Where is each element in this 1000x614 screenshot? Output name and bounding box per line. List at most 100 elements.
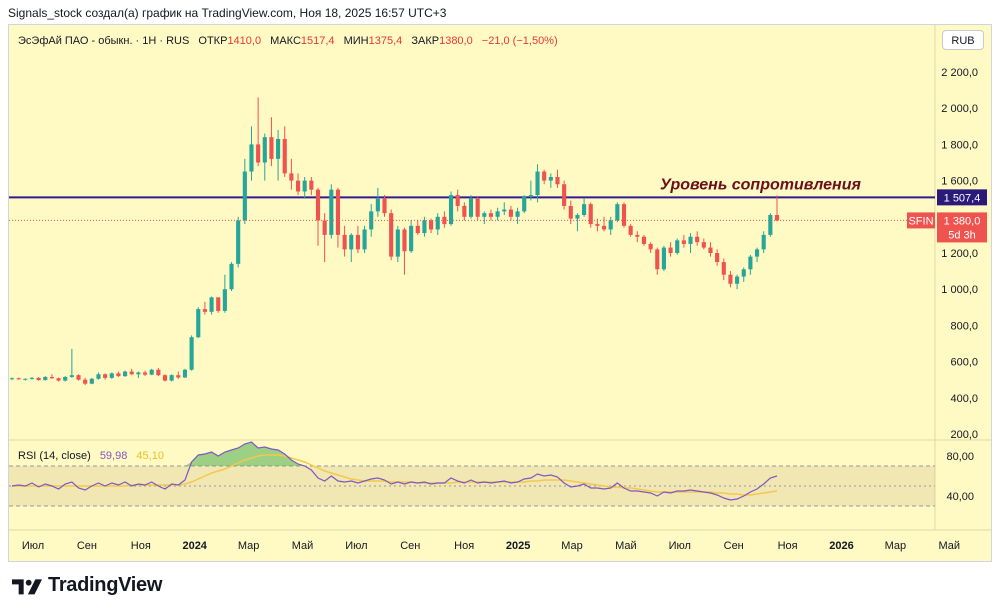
time-tick-label: Ноя (778, 540, 798, 552)
candle-body (588, 204, 593, 225)
candle-body (468, 198, 474, 217)
last-price-label-bg (937, 212, 987, 243)
price-tick-label: 1 800,0 (941, 139, 978, 151)
candle-body (728, 274, 733, 284)
candle-body (495, 211, 500, 217)
resistance-price-label-bg (937, 189, 987, 206)
candle-body (362, 229, 367, 250)
candle-body (269, 137, 274, 159)
currency-button[interactable]: RUB (942, 30, 984, 50)
candle-body (282, 138, 287, 174)
rsi-title[interactable]: RSI (14, close) (18, 450, 91, 462)
resistance-level[interactable]: Уровень сопротивления (9, 176, 935, 199)
candle-body (389, 213, 394, 257)
candle-body (648, 243, 653, 250)
tradingview-logo-icon (12, 578, 42, 594)
price-tick-label: 800,0 (950, 320, 978, 332)
time-tick-label: Сен (400, 540, 420, 552)
price-axis[interactable]: 2 200,02 000,01 800,01 600,01 400,01 200… (941, 67, 978, 503)
candle-body (668, 247, 673, 253)
candle-body (695, 236, 700, 243)
candle-body (169, 375, 174, 381)
candle-body (156, 369, 161, 376)
time-tick-label: Май (939, 540, 961, 552)
symbol-name[interactable]: ЭсЭфАй ПАО - обыкн. · 1Н · RUS (18, 35, 190, 47)
candle-body (582, 204, 587, 215)
rsi-pane (9, 441, 935, 507)
low-value: 1375,4 (368, 35, 403, 47)
time-tick-label: Июл (669, 540, 691, 552)
candle-body (735, 276, 740, 284)
last-price-label: 1 380,0 (944, 215, 981, 227)
brand-name: TradingView (48, 574, 163, 596)
rsi-tick-label: 80,00 (946, 451, 974, 463)
candle-body (601, 225, 607, 230)
candle-body (249, 144, 254, 172)
high-value: 1517,4 (300, 35, 335, 47)
candle-body (774, 214, 780, 221)
time-tick-label: Май (615, 540, 637, 552)
time-axis[interactable]: Июл Сен Ноя 2024 Мар Май Июл Сен Ноя 2025 Мар Май Ию… (22, 540, 960, 552)
candle-body (675, 240, 680, 253)
rsi-line (11, 441, 778, 501)
candle-body (615, 204, 620, 221)
candle-body (182, 369, 188, 378)
candle-body (595, 224, 600, 226)
price-tick-label: 400,0 (950, 393, 978, 405)
open-label: ОТКР (198, 35, 228, 47)
candle-body (402, 229, 407, 252)
candle-body (655, 249, 660, 270)
candle-body (488, 213, 494, 217)
candle-body (608, 220, 613, 230)
candle-body (142, 372, 148, 375)
candle-body (715, 253, 720, 263)
candle-body (189, 337, 194, 370)
time-tick-label: Июл (345, 540, 367, 552)
candle-body (329, 189, 334, 235)
change-value: −21,0 (−1,50%) (481, 35, 558, 47)
candle-body (508, 209, 513, 217)
candle-body (36, 377, 41, 381)
ticker-label-bg (907, 212, 935, 229)
candle-body (748, 256, 753, 270)
resistance-price-label: 1 507,4 (944, 192, 981, 204)
candle-body (295, 180, 301, 192)
candle-body (422, 220, 427, 234)
candle-body (242, 171, 247, 221)
price-tick-label: 1 200,0 (941, 248, 978, 260)
candle-body (309, 180, 314, 190)
candle-body (23, 378, 28, 380)
price-tick-label: 2 000,0 (941, 103, 978, 115)
grid-lines (9, 25, 991, 531)
candle-body (202, 309, 207, 312)
time-tick-label: Мар (238, 540, 260, 552)
time-tick-label: Мар (561, 540, 583, 552)
candle-body (56, 378, 61, 381)
candle-body (322, 220, 327, 235)
candle-body (522, 196, 527, 212)
candle-body (335, 189, 341, 235)
candle-body (222, 289, 227, 311)
symbol-legend: ЭсЭфАй ПАО - обыкн. · 1Н · RUS ОТКР1410,… (18, 35, 558, 47)
high-label: МАКС (270, 35, 301, 47)
candle-body (415, 225, 420, 234)
candle-body (83, 379, 88, 384)
candle-body (162, 375, 168, 381)
candle-body (136, 372, 141, 375)
candle-body (236, 220, 241, 264)
candle-body (76, 375, 81, 380)
candle-body (49, 376, 54, 379)
candle-body (435, 216, 440, 230)
candle-body (528, 195, 533, 197)
candle-body (382, 198, 387, 214)
candle-body (123, 371, 128, 377)
price-labels: 1 507,4 SFIN 1 380,0 5d 3h (9, 189, 987, 243)
candle-body (575, 214, 580, 219)
candle-body (216, 297, 221, 311)
candle-body (708, 247, 713, 253)
close-value: 1380,0 (439, 35, 473, 47)
candle-body (515, 211, 520, 217)
tradingview-brand[interactable]: TradingView (12, 574, 162, 597)
candle-body (369, 211, 374, 230)
